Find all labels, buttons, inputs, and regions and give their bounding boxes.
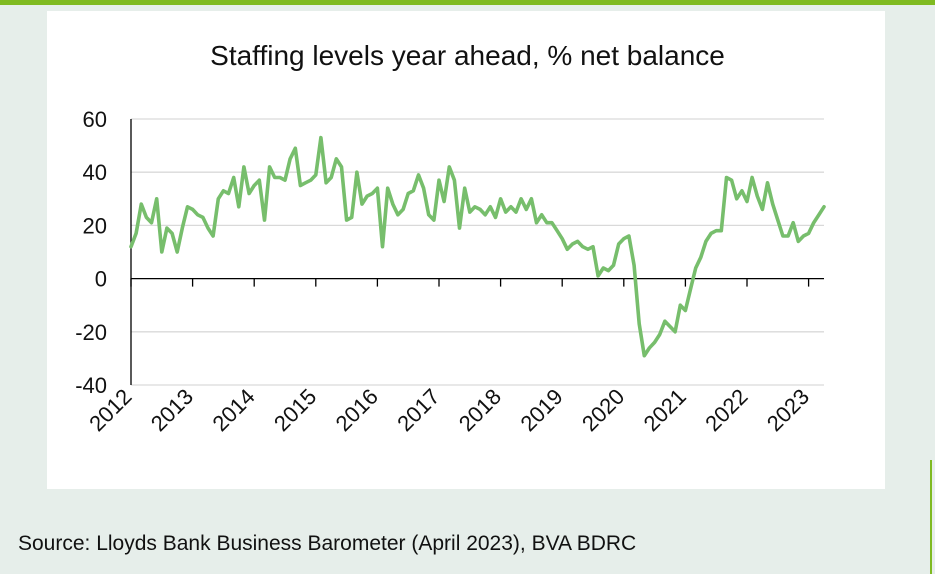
x-tick-label: 2013 <box>146 384 198 436</box>
x-tick-label: 2016 <box>331 384 383 436</box>
x-axis: 2012 2013 2014 2015 2016 2017 2018 2019 2020 2021… <box>84 277 824 436</box>
series-group <box>129 135 826 358</box>
gridlines <box>131 118 824 386</box>
chart-panel <box>47 11 885 489</box>
series-line <box>129 135 826 358</box>
y-tick-label: 40 <box>83 160 107 185</box>
x-tick-label: 2021 <box>639 384 691 436</box>
x-tick-label: 2015 <box>269 384 321 436</box>
x-tick-label: 2022 <box>700 384 752 436</box>
x-tick-label: 2023 <box>762 384 814 436</box>
x-tick-label: 2018 <box>454 384 506 436</box>
top-accent-bar <box>0 0 935 5</box>
y-tick-label: -20 <box>75 320 107 345</box>
chart-title: Staffing levels year ahead, % net balanc… <box>210 40 725 71</box>
y-tick-label: 0 <box>95 267 107 292</box>
y-tick-label: 60 <box>83 107 107 132</box>
y-tick-label: 20 <box>83 213 107 238</box>
x-tick-label: 2020 <box>577 384 629 436</box>
x-tick-label: 2017 <box>392 384 444 436</box>
source-note: Source: Lloyds Bank Business Barometer (… <box>18 532 637 555</box>
y-axis: 60 40 20 0 -20 -40 <box>75 107 132 398</box>
x-tick-label: 2019 <box>515 384 567 436</box>
x-tick-label: 2014 <box>207 384 259 436</box>
right-accent-line <box>930 460 932 574</box>
y-tick-label: -40 <box>75 373 107 398</box>
